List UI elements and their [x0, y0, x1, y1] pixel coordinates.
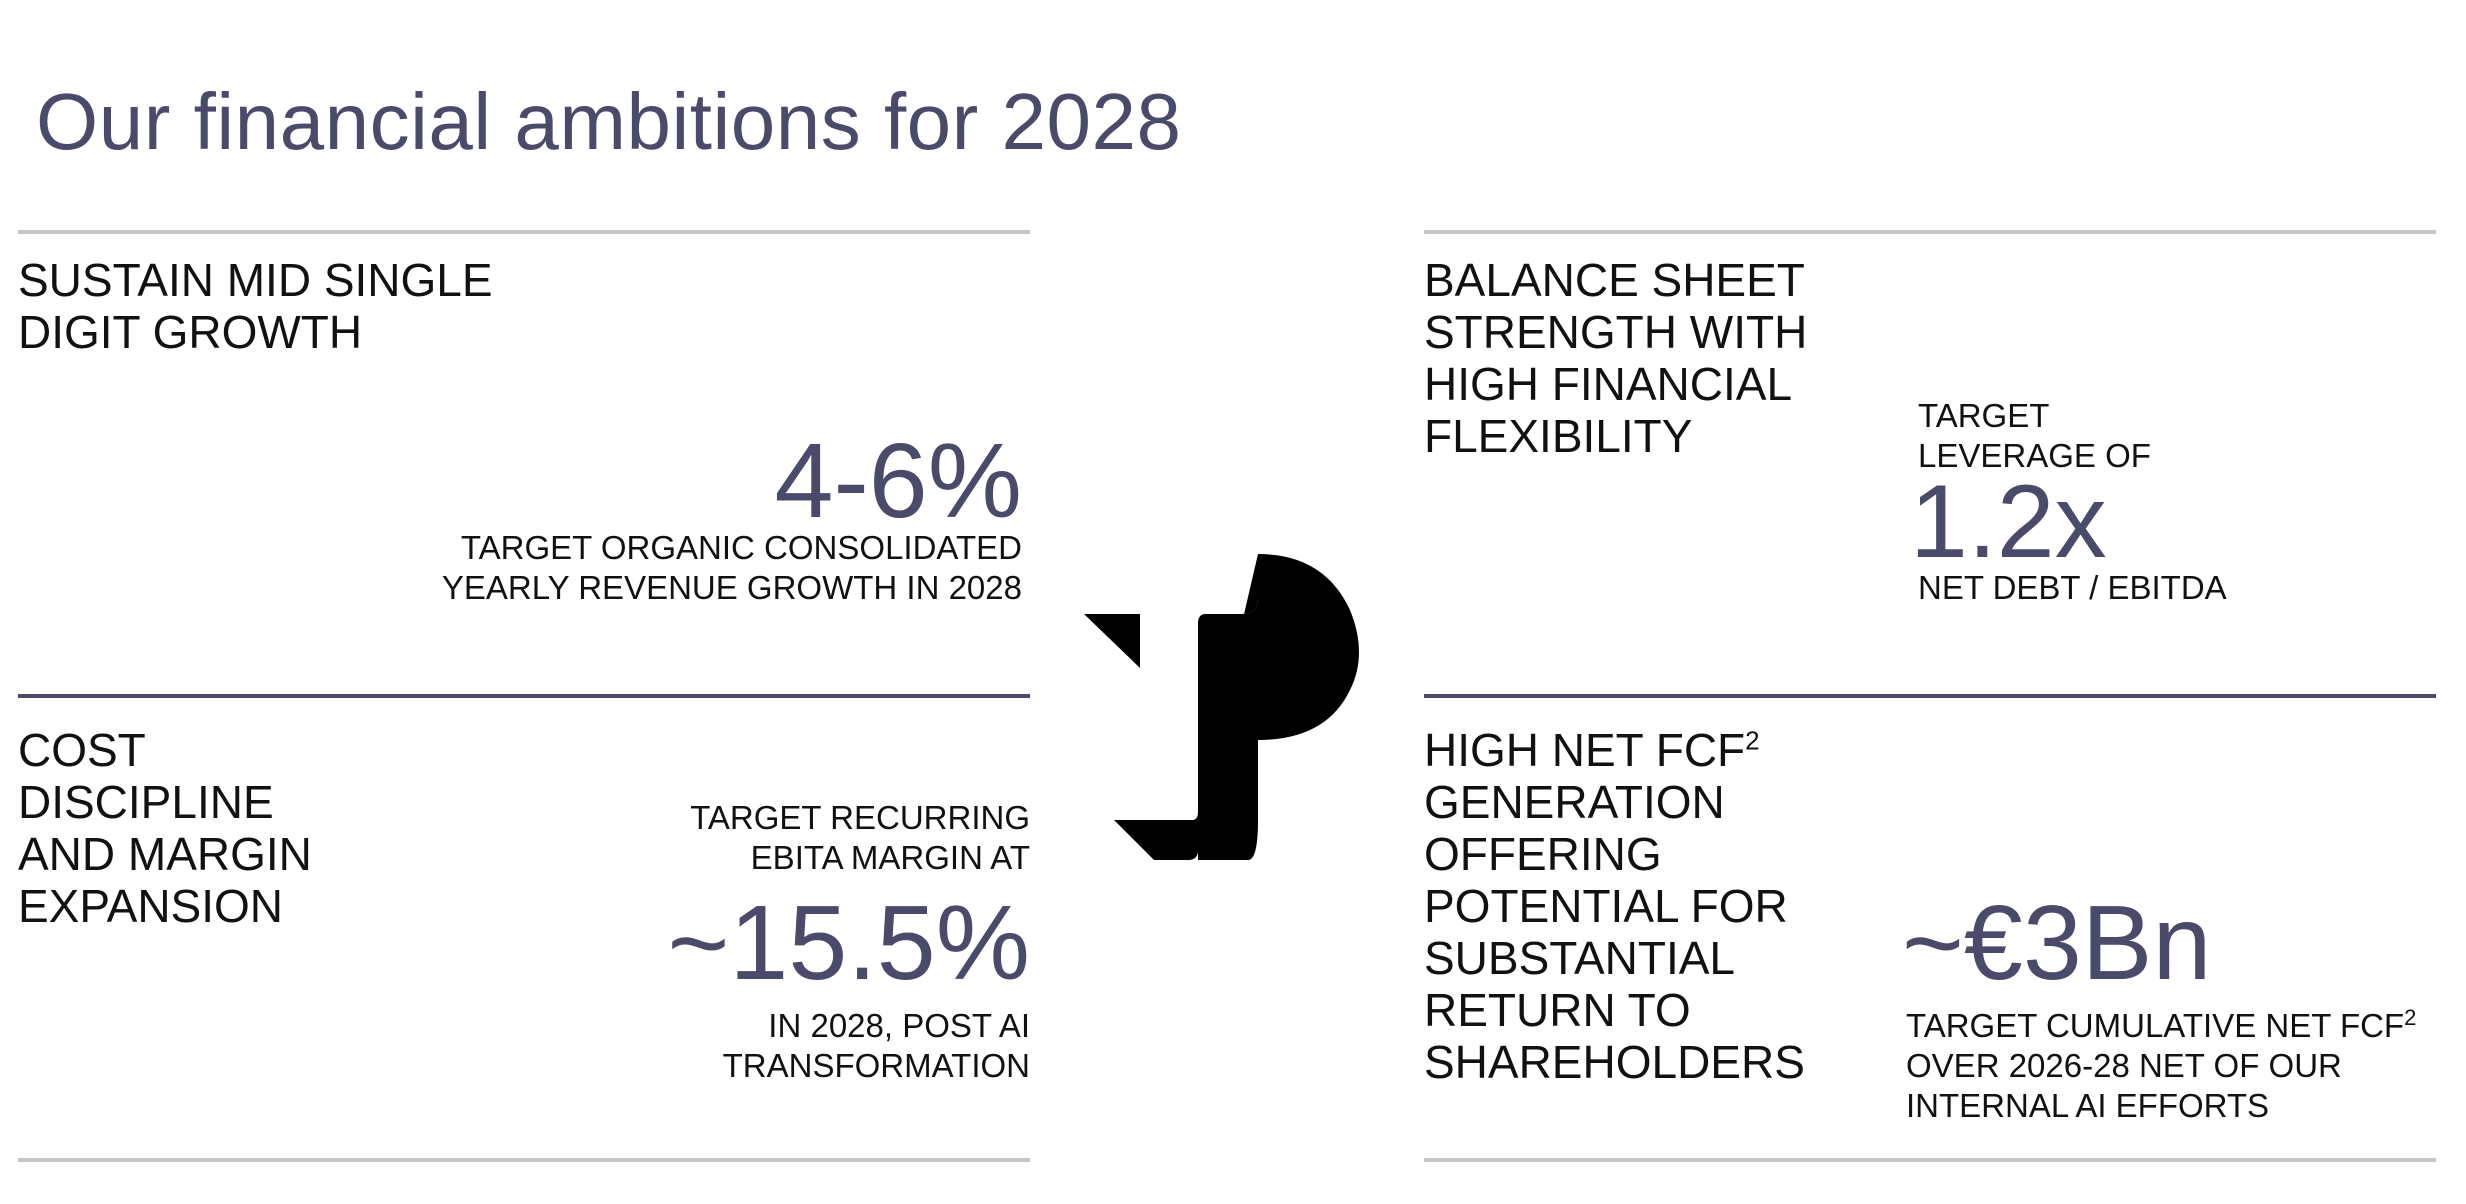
bottom-rule-right [1424, 1158, 2436, 1162]
balance-pre-caption: TARGET LEVERAGE OF [1918, 396, 2151, 476]
margin-heading-line: COST [18, 724, 146, 776]
margin-heading-line: AND MARGIN [18, 828, 312, 880]
fcf-heading-line: POTENTIAL FOR [1424, 880, 1788, 932]
balance-caption: NET DEBT / EBITDA [1918, 569, 2227, 606]
fcf-caption-first: TARGET CUMULATIVE NET FCF [1906, 1007, 2405, 1044]
margin-value: ~15.5% [667, 884, 1030, 1002]
margin-pre-caption-line: EBITA MARGIN AT [750, 839, 1030, 876]
margin-pre-caption: TARGET RECURRING EBITA MARGIN AT [690, 798, 1030, 878]
balance-pre-caption-line: TARGET [1918, 397, 2050, 434]
margin-heading-line: EXPANSION [18, 880, 283, 932]
margin-pre-caption-line: TARGET RECURRING [690, 799, 1030, 836]
fcf-caption-footnote: 2 [2404, 1005, 2417, 1030]
fcf-heading-first-line: HIGH NET FCF2 [1424, 724, 1805, 776]
fcf-heading-first: HIGH NET FCF [1424, 724, 1746, 776]
growth-heading: SUSTAIN MID SINGLE DIGIT GROWTH [18, 254, 493, 358]
middle-rule-right [1424, 694, 2436, 698]
margin-caption-line: IN 2028, POST AI [768, 1007, 1030, 1044]
balance-heading-line: BALANCE SHEET [1424, 254, 1805, 306]
page-title: Our financial ambitions for 2028 [36, 76, 1182, 166]
bottom-rule-left [18, 1158, 1030, 1162]
fcf-heading-line: SUBSTANTIAL [1424, 932, 1735, 984]
fcf-value: ~€3Bn [1902, 884, 2212, 1002]
margin-heading: COST DISCIPLINE AND MARGIN EXPANSION [18, 724, 312, 932]
fcf-caption-first-line: TARGET CUMULATIVE NET FCF2 [1906, 1006, 2416, 1046]
fcf-caption-line: INTERNAL AI EFFORTS [1906, 1087, 2270, 1124]
logo-triangle-piece [1084, 614, 1140, 668]
growth-value: 4-6% [774, 422, 1022, 540]
growth-heading-line: SUSTAIN MID SINGLE [18, 254, 493, 306]
growth-caption-line: TARGET ORGANIC CONSOLIDATED [460, 529, 1022, 566]
fcf-heading-line: OFFERING [1424, 828, 1662, 880]
balance-heading: BALANCE SHEET STRENGTH WITH HIGH FINANCI… [1424, 254, 1807, 462]
balance-heading-line: FLEXIBILITY [1424, 410, 1693, 462]
growth-caption-line: YEARLY REVENUE GROWTH IN 2028 [441, 569, 1022, 606]
fcf-heading-footnote: 2 [1745, 725, 1760, 756]
brand-logo-mark-icon [1084, 554, 1359, 860]
balance-pre-caption-line: LEVERAGE OF [1918, 437, 2151, 474]
balance-heading-line: HIGH FINANCIAL [1424, 358, 1793, 410]
growth-heading-line: DIGIT GROWTH [18, 306, 363, 358]
fcf-caption-line: OVER 2026-28 NET OF OUR [1906, 1047, 2342, 1084]
fcf-heading-line: RETURN TO [1424, 984, 1691, 1036]
fcf-heading-line: GENERATION [1424, 776, 1725, 828]
growth-caption: TARGET ORGANIC CONSOLIDATED YEARLY REVEN… [442, 528, 1022, 608]
top-rule-left [18, 230, 1030, 234]
margin-caption-line: TRANSFORMATION [722, 1047, 1030, 1084]
fcf-heading: HIGH NET FCF2 GENERATION OFFERING POTENT… [1424, 724, 1805, 1088]
logo-bowl-piece [1198, 554, 1359, 860]
fcf-caption: TARGET CUMULATIVE NET FCF2 OVER 2026-28 … [1906, 1006, 2416, 1126]
fcf-heading-line: SHAREHOLDERS [1424, 1036, 1805, 1088]
margin-heading-line: DISCIPLINE [18, 776, 274, 828]
middle-rule-left [18, 694, 1030, 698]
balance-value: 1.2x [1910, 464, 2107, 580]
balance-heading-line: STRENGTH WITH [1424, 306, 1808, 358]
margin-caption: IN 2028, POST AI TRANSFORMATION [723, 1006, 1030, 1086]
top-rule-right [1424, 230, 2436, 234]
